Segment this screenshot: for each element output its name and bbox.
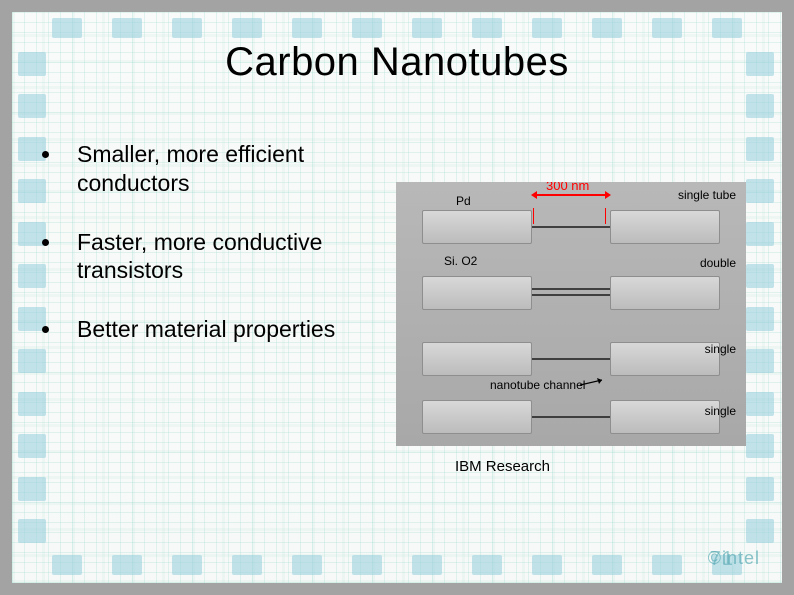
- bullet-dot-icon: [42, 151, 49, 158]
- chip-pad: [292, 18, 322, 38]
- chip-pad: [352, 18, 382, 38]
- chip-pad: [232, 18, 262, 38]
- chip-pad: [18, 477, 46, 501]
- electrode: [610, 210, 720, 244]
- chip-pad: [172, 555, 202, 575]
- watermark-text: ©intel: [708, 548, 760, 568]
- chip-pad: [712, 18, 742, 38]
- chip-pad: [172, 18, 202, 38]
- label-pd: Pd: [456, 194, 471, 208]
- label-single: single: [705, 342, 736, 356]
- electrode: [422, 342, 532, 376]
- watermark: ©intel 71: [708, 548, 760, 569]
- chip-pad: [412, 18, 442, 38]
- sem-figure: 300 nm Pd Si. O2 single tube double sing…: [396, 182, 746, 446]
- scale-label: 300 nm: [546, 182, 589, 193]
- chip-pad: [746, 349, 774, 373]
- electrode: [610, 400, 720, 434]
- chip-pad: [532, 18, 562, 38]
- nanotube: [532, 226, 610, 228]
- chip-pads-bottom: [52, 555, 742, 577]
- chip-pad: [652, 555, 682, 575]
- chip-pad: [652, 18, 682, 38]
- label-sio2: Si. O2: [444, 254, 477, 268]
- chip-pad: [746, 179, 774, 203]
- chip-pad: [746, 137, 774, 161]
- nanotube: [532, 294, 610, 296]
- label-nanotube-channel: nanotube channel: [490, 378, 585, 392]
- electrode: [422, 400, 532, 434]
- chip-pad: [112, 18, 142, 38]
- bullet-list: Smaller, more efficient conductors Faste…: [42, 140, 402, 374]
- chip-pad: [112, 555, 142, 575]
- bullet-item: Smaller, more efficient conductors: [42, 140, 402, 198]
- scale-bar-icon: [536, 194, 606, 196]
- chip-pad: [52, 555, 82, 575]
- chip-pad: [712, 555, 742, 575]
- chip-pad: [352, 555, 382, 575]
- chip-pad: [292, 555, 322, 575]
- chip-pad: [52, 18, 82, 38]
- nanotube: [532, 416, 610, 418]
- bullet-dot-icon: [42, 239, 49, 246]
- arrow-icon: [580, 378, 608, 392]
- nanotube: [532, 288, 610, 290]
- chip-pad: [18, 94, 46, 118]
- nanotube: [532, 358, 610, 360]
- chip-pad: [532, 555, 562, 575]
- slide: Carbon Nanotubes Smaller, more efficient…: [0, 0, 794, 595]
- figure-caption: IBM Research: [455, 458, 550, 475]
- bullet-item: Better material properties: [42, 315, 402, 344]
- label-single-tube: single tube: [678, 188, 736, 202]
- electrode: [610, 342, 720, 376]
- chip-pad: [746, 434, 774, 458]
- electrode: [610, 276, 720, 310]
- bullet-text: Smaller, more efficient conductors: [77, 140, 402, 198]
- chip-pad: [18, 519, 46, 543]
- chip-pad: [746, 222, 774, 246]
- chip-pad: [746, 307, 774, 331]
- chip-pad: [592, 555, 622, 575]
- chip-pad: [472, 18, 502, 38]
- chip-pad: [746, 94, 774, 118]
- chip-pad: [746, 519, 774, 543]
- chip-pad: [232, 555, 262, 575]
- scale-tick-icon: [533, 208, 534, 224]
- label-single: single: [705, 404, 736, 418]
- chip-pad: [592, 18, 622, 38]
- chip-pad: [472, 555, 502, 575]
- electrode: [422, 210, 532, 244]
- bullet-text: Faster, more conductive transistors: [77, 228, 402, 286]
- bullet-dot-icon: [42, 326, 49, 333]
- chip-pad: [18, 392, 46, 416]
- bullet-item: Faster, more conductive transistors: [42, 228, 402, 286]
- electrode: [422, 276, 532, 310]
- slide-title: Carbon Nanotubes: [12, 40, 782, 85]
- watermark-number: 71: [710, 548, 734, 571]
- chip-pad: [412, 555, 442, 575]
- sem-image: 300 nm Pd Si. O2 single tube double sing…: [396, 182, 746, 446]
- chip-pad: [18, 434, 46, 458]
- scale-tick-icon: [605, 208, 606, 224]
- label-double: double: [700, 256, 736, 270]
- chip-pad: [746, 392, 774, 416]
- chip-pad: [746, 477, 774, 501]
- chip-pads-right: [746, 52, 776, 543]
- chip-pads-top: [52, 18, 742, 40]
- bullet-text: Better material properties: [77, 315, 335, 344]
- chip-pad: [746, 264, 774, 288]
